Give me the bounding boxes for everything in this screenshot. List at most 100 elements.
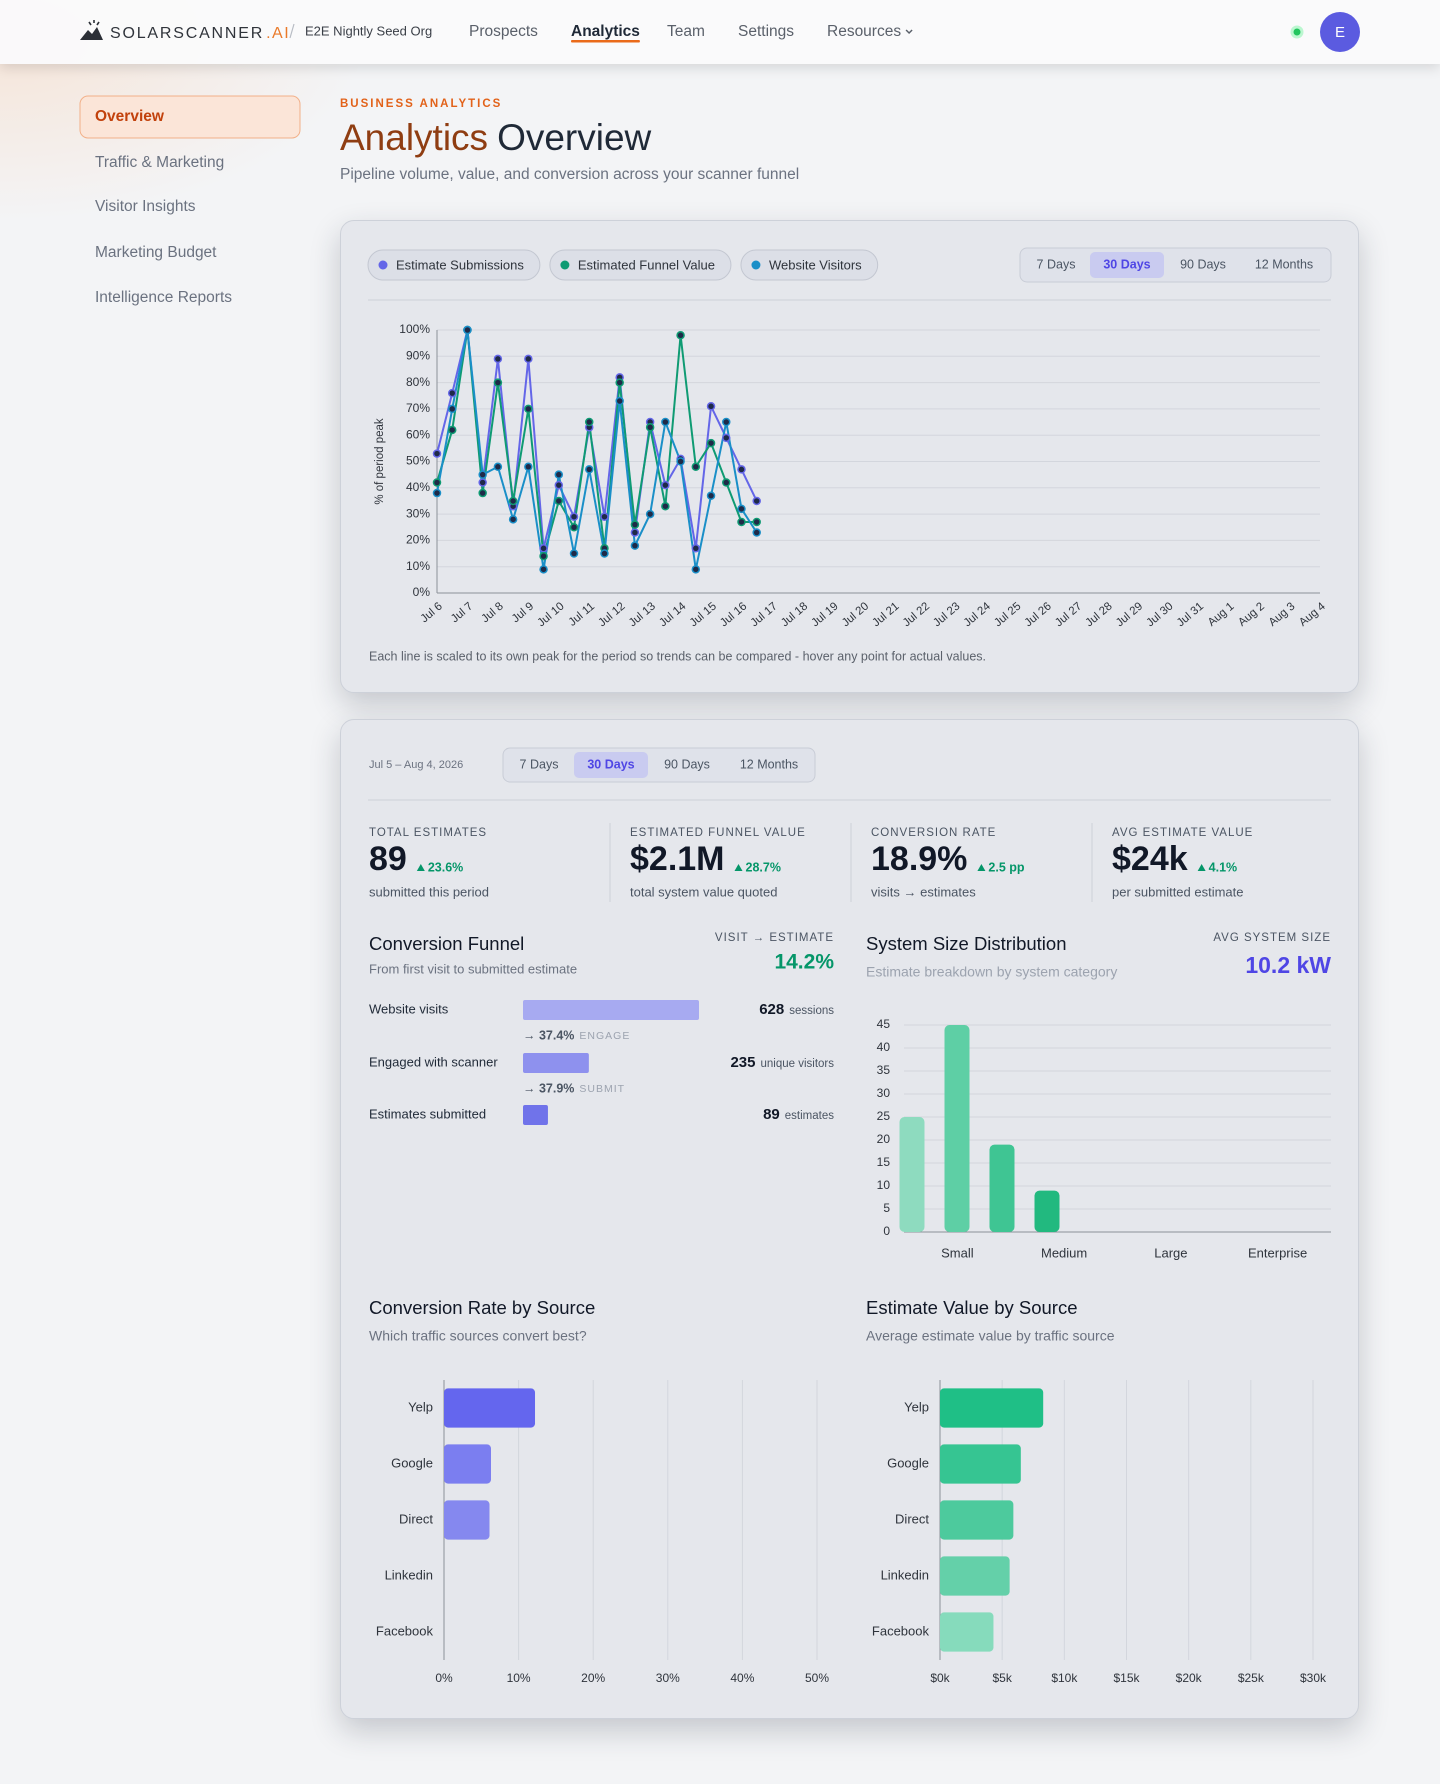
- data-point[interactable]: [447, 425, 457, 435]
- data-point[interactable]: [539, 551, 548, 561]
- bar[interactable]: [940, 1444, 1021, 1484]
- period-tab[interactable]: 12 Months: [1255, 257, 1313, 271]
- sidebar-item[interactable]: Traffic & Marketing: [95, 154, 224, 171]
- data-point[interactable]: [630, 528, 640, 537]
- data-point[interactable]: [615, 378, 624, 387]
- sidebar-item[interactable]: Overview: [95, 108, 165, 125]
- bar[interactable]: [940, 1556, 1010, 1596]
- period-tab[interactable]: 90 Days: [664, 757, 710, 771]
- data-point[interactable]: [447, 404, 457, 414]
- data-point[interactable]: [524, 404, 533, 414]
- bar[interactable]: [944, 1025, 970, 1232]
- data-point[interactable]: [478, 478, 487, 487]
- period-tab[interactable]: 30 Days: [1103, 257, 1150, 271]
- data-point[interactable]: [661, 417, 670, 427]
- data-point[interactable]: [615, 396, 624, 406]
- data-point[interactable]: [524, 462, 533, 472]
- kpi-change: 4.1%: [1209, 860, 1238, 874]
- legend-pill[interactable]: [549, 249, 732, 281]
- data-point[interactable]: [752, 528, 761, 537]
- data-point[interactable]: [752, 517, 761, 527]
- data-point[interactable]: [463, 325, 472, 335]
- data-point[interactable]: [508, 496, 518, 506]
- bar[interactable]: [989, 1144, 1015, 1232]
- x-tick-label: $5k: [992, 1671, 1012, 1685]
- period-tab[interactable]: 7 Days: [1037, 257, 1076, 271]
- data-point[interactable]: [493, 378, 503, 387]
- bar[interactable]: [444, 1444, 491, 1484]
- data-point[interactable]: [539, 565, 548, 574]
- data-point[interactable]: [584, 465, 594, 474]
- data-point[interactable]: [630, 541, 640, 550]
- data-point[interactable]: [645, 423, 655, 432]
- data-point[interactable]: [584, 417, 594, 427]
- data-point[interactable]: [706, 491, 716, 500]
- data-point[interactable]: [752, 496, 761, 506]
- nav-link[interactable]: Analytics: [571, 23, 640, 40]
- y-tick-label: 60%: [406, 427, 430, 441]
- data-point[interactable]: [432, 478, 442, 487]
- data-point[interactable]: [478, 488, 487, 498]
- y-tick-label: 35: [877, 1063, 891, 1077]
- bar[interactable]: [1034, 1190, 1060, 1232]
- legend-pill[interactable]: [367, 249, 541, 281]
- data-point[interactable]: [676, 457, 685, 466]
- legend-label: Website Visitors: [769, 257, 862, 272]
- data-point[interactable]: [600, 549, 609, 558]
- legend-pill[interactable]: [740, 249, 879, 281]
- data-point[interactable]: [569, 549, 579, 558]
- data-point[interactable]: [722, 417, 731, 427]
- data-point[interactable]: [554, 470, 564, 479]
- bar[interactable]: [899, 1117, 925, 1232]
- data-point[interactable]: [691, 544, 701, 553]
- funnel-bar: [523, 1000, 699, 1020]
- nav-link[interactable]: Settings: [738, 23, 794, 40]
- data-point[interactable]: [432, 449, 442, 458]
- data-point[interactable]: [569, 523, 579, 532]
- data-point[interactable]: [539, 544, 548, 553]
- data-point[interactable]: [737, 465, 746, 474]
- data-point[interactable]: [722, 478, 731, 487]
- sidebar-item[interactable]: Visitor Insights: [95, 198, 196, 215]
- period-tab[interactable]: 30 Days: [587, 757, 634, 771]
- data-point[interactable]: [478, 470, 487, 479]
- data-point[interactable]: [493, 354, 503, 364]
- sidebar-item[interactable]: Intelligence Reports: [95, 289, 232, 306]
- data-point[interactable]: [691, 565, 701, 574]
- nav-link[interactable]: Team: [667, 23, 705, 40]
- nav-link[interactable]: Resources: [827, 23, 901, 40]
- data-point[interactable]: [737, 504, 746, 514]
- data-point[interactable]: [676, 331, 685, 340]
- data-point[interactable]: [508, 515, 518, 524]
- data-point[interactable]: [524, 354, 533, 364]
- nav-link[interactable]: Prospects: [469, 23, 538, 40]
- x-tick-label: 30%: [656, 1671, 680, 1685]
- period-tab-active: [574, 752, 648, 778]
- avatar[interactable]: [1320, 12, 1360, 52]
- data-point[interactable]: [691, 462, 701, 472]
- data-point[interactable]: [661, 501, 670, 511]
- bar[interactable]: [940, 1612, 994, 1652]
- data-point[interactable]: [554, 496, 564, 506]
- data-point[interactable]: [630, 520, 640, 529]
- data-point[interactable]: [706, 438, 716, 448]
- bar[interactable]: [940, 1500, 1014, 1540]
- bar[interactable]: [444, 1500, 490, 1540]
- data-point[interactable]: [600, 512, 609, 521]
- period-tab[interactable]: 90 Days: [1180, 257, 1226, 271]
- data-point[interactable]: [493, 462, 503, 472]
- data-point[interactable]: [554, 480, 564, 490]
- data-point[interactable]: [569, 512, 579, 521]
- data-point[interactable]: [661, 480, 670, 490]
- data-point[interactable]: [432, 488, 442, 498]
- period-tab[interactable]: 7 Days: [520, 757, 559, 771]
- period-tab[interactable]: 12 Months: [740, 757, 798, 771]
- data-point[interactable]: [447, 388, 457, 398]
- data-point[interactable]: [706, 402, 716, 411]
- sidebar-item[interactable]: Marketing Budget: [95, 244, 217, 261]
- data-point[interactable]: [722, 433, 731, 443]
- bar[interactable]: [940, 1388, 1044, 1428]
- bar[interactable]: [444, 1388, 536, 1428]
- data-point[interactable]: [737, 517, 746, 527]
- data-point[interactable]: [645, 509, 655, 519]
